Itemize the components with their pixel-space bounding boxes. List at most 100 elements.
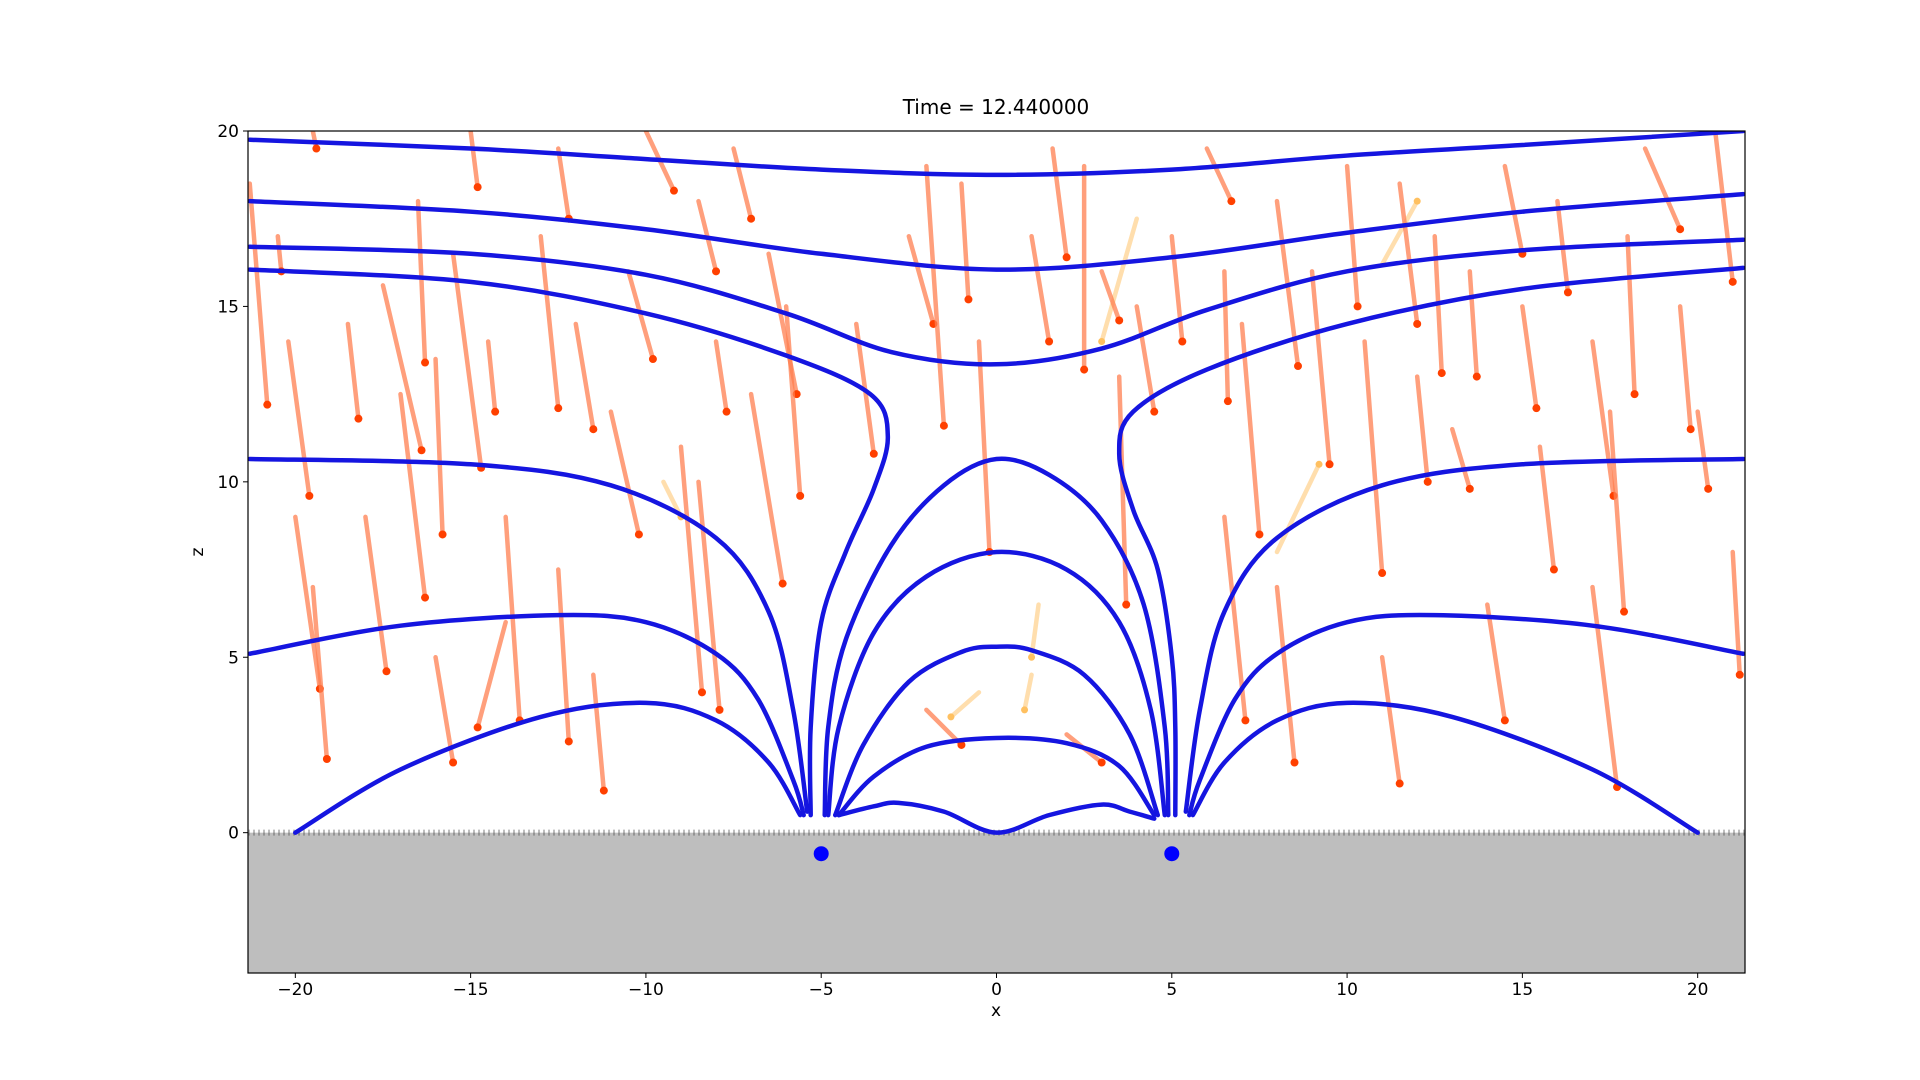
field-line [1187, 612, 1745, 818]
particle-trail [1309, 269, 1332, 467]
particle [1563, 288, 1572, 297]
particle-trail [748, 391, 785, 586]
particle [1290, 758, 1299, 767]
particle-trail [475, 619, 508, 730]
particle [417, 446, 426, 455]
particle [1227, 197, 1236, 206]
particle [354, 414, 363, 423]
particle-trail [1467, 269, 1480, 379]
field-line [825, 549, 1168, 818]
particle [438, 530, 447, 539]
x-tick-label: 20 [1687, 980, 1709, 1000]
particle-trail [948, 690, 982, 720]
particle-trail [1169, 234, 1185, 344]
particle [869, 449, 878, 458]
particle-trail [293, 514, 323, 692]
y-tick-label: 5 [228, 648, 239, 668]
particle-trail [1730, 549, 1742, 678]
particle-trail [608, 409, 642, 537]
particle-trail [1029, 234, 1052, 344]
particle-trail [1379, 655, 1402, 786]
x-tick-label: 10 [1336, 980, 1358, 1000]
particle-trail [1099, 216, 1139, 344]
particle-trail [1712, 131, 1735, 285]
particle-trail [976, 339, 992, 555]
particle [1423, 477, 1432, 486]
particle-trail [556, 146, 572, 221]
particle [1062, 253, 1071, 262]
particle [1735, 670, 1744, 679]
particle-trail [538, 234, 561, 411]
particle [1255, 530, 1264, 539]
particle [322, 754, 331, 763]
source [813, 846, 829, 862]
particle-trail [1642, 146, 1683, 232]
particle-trail [468, 131, 480, 190]
particle [1223, 397, 1232, 406]
particle-trail [1099, 269, 1122, 323]
particle [669, 186, 678, 195]
x-tick-label: −15 [453, 980, 489, 1000]
particle-trail [1607, 409, 1627, 614]
particle [1413, 197, 1421, 205]
particle [1472, 372, 1481, 381]
particle-trail [626, 269, 656, 362]
particle-trail [1239, 321, 1262, 537]
particle [1630, 390, 1639, 399]
particle [1500, 716, 1509, 725]
particle [1686, 425, 1695, 434]
particle-trail [1274, 462, 1322, 555]
particle-trail [1362, 339, 1385, 576]
particle-trail [1695, 409, 1711, 492]
particle-trail [1222, 269, 1231, 404]
particle [564, 737, 573, 746]
particle [947, 713, 955, 721]
particle [1080, 365, 1089, 374]
particle-trail [248, 181, 270, 407]
field-line [248, 237, 1745, 367]
particle-trail [924, 163, 947, 428]
particle [599, 786, 608, 795]
particle-trail [906, 234, 936, 327]
particle [1098, 338, 1106, 345]
ground [248, 832, 1745, 973]
particle [1028, 653, 1036, 661]
field-line [248, 612, 806, 818]
particle [1122, 600, 1131, 609]
particle-trail [485, 339, 498, 414]
particle [1549, 565, 1558, 574]
particle-trail [591, 672, 607, 793]
particle [421, 358, 430, 367]
particle-trail [380, 283, 424, 453]
particle-trail [1134, 304, 1157, 414]
particle [957, 740, 966, 749]
particle-trail [1502, 163, 1525, 257]
x-tick-label: −20 [277, 980, 313, 1000]
particle [1150, 407, 1159, 416]
particle [964, 295, 973, 304]
particle-trail [1397, 181, 1420, 327]
particle [939, 421, 948, 430]
particle-trail [1379, 198, 1420, 267]
particle [1413, 319, 1422, 328]
particle [1620, 607, 1629, 616]
particle-trail [415, 198, 428, 365]
particle [305, 491, 314, 500]
particle-trail [678, 444, 705, 695]
particle-trail [713, 339, 729, 414]
particle-trail [286, 339, 312, 499]
x-tick-label: 0 [991, 980, 1002, 1000]
y-tick-label: 10 [217, 473, 239, 493]
field-line [1183, 456, 1745, 814]
particle [1728, 277, 1737, 286]
particle [421, 593, 430, 602]
source [1164, 846, 1180, 862]
particle [712, 267, 721, 276]
particle [1097, 758, 1106, 767]
particle [1353, 302, 1362, 311]
particle-trail [1450, 426, 1473, 492]
particle [796, 491, 805, 500]
particle-trail [1677, 304, 1693, 432]
